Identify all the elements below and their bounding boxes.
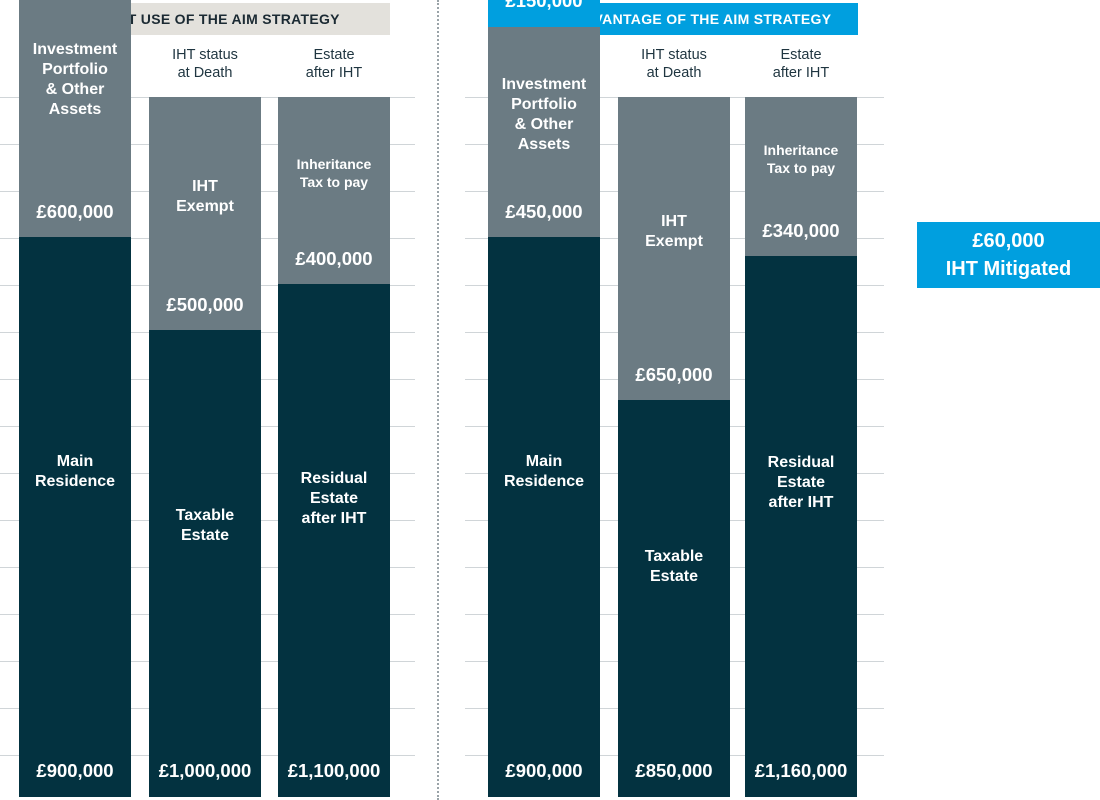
segment-value: £650,000 [635, 364, 713, 386]
without-aim-segment: £1,100,000 Residual Estate after IHT [278, 283, 390, 797]
with-aim-bar: £850,000 Taxable Estate £650,000 IHT Exempt [618, 97, 730, 797]
with-aim-column-label: IHT status at Death [641, 47, 707, 81]
without-aim-segment: £600,000 Investment Portfolio & Other Ass… [19, 0, 131, 237]
segment-label: Investment Portfolio & Other Assets [501, 76, 587, 153]
segment-label: Taxable Estate [175, 507, 235, 545]
callout-label: IHT Mitigated [945, 258, 1072, 280]
segment-label: IHT Exempt [645, 212, 703, 250]
segment-value: £500,000 [166, 294, 244, 316]
segment-value: £1,100,000 [287, 760, 381, 781]
with-aim-segment: £1,160,000 Residual Estate after IHT [745, 255, 857, 797]
segment-label: IHT Exempt [176, 177, 234, 215]
with-aim-bar: £900,000 Main Residence £450,000 Investment… [488, 0, 600, 797]
with-aim-bar: £1,160,000 Residual Estate after IHT £340,… [745, 97, 857, 797]
segment-value: £600,000 [36, 201, 114, 222]
divider [437, 0, 439, 800]
without-aim-bar: £900,000 Main Residence £600,000 Investment… [19, 0, 131, 797]
segment-label: Residual Estate after IHT [767, 454, 835, 512]
segment-value: £400,000 [295, 247, 373, 269]
segment-value: £900,000 [505, 760, 583, 781]
segment-label: Inheritance Tax to pay [763, 142, 839, 177]
segment-label: Main Residence [503, 453, 585, 491]
iht-mitigated-callout: £60,000 IHT Mitigated [917, 222, 1100, 288]
without-aim-segment: £1,000,000 Taxable Estate [149, 330, 261, 797]
with-aim-segment: £340,000 Inheritance Tax to pay [745, 97, 857, 256]
segment-label: Residual Estate after IHT [300, 470, 368, 528]
segment-label: Main Residence [34, 453, 116, 491]
segment-value: £900,000 [36, 760, 114, 781]
with-aim-segment: £150,000AIM Portfolio [488, 0, 600, 27]
callout-amount: £60,000 [972, 230, 1045, 252]
without-aim-column-label: Estate after IHT [305, 47, 363, 81]
with-aim-column-label: Estate after IHT [772, 47, 830, 81]
segment-label: Inheritance Tax to pay [296, 156, 372, 191]
without-aim-column-label: IHT status at Death [172, 47, 238, 81]
without-aim-bar: £1,100,000 Residual Estate after IHT £400,… [278, 97, 390, 797]
segment-value: £1,160,000 [754, 760, 848, 781]
segment-value: £1,000,000 [158, 760, 252, 781]
segment-value: £450,000 [505, 201, 583, 222]
without-aim-segment: £900,000 Main Residence [19, 237, 131, 797]
without-aim-bar: £1,000,000 Taxable Estate £500,000 IHT Exem… [149, 97, 261, 797]
segment-value: £150,000 [505, 0, 583, 11]
without-aim-segment: £500,000 IHT Exempt [149, 97, 261, 331]
without-aim-segment: £400,000 Inheritance Tax to pay [278, 97, 390, 284]
segment-value: £850,000 [635, 760, 713, 781]
with-aim-segment: £900,000 Main Residence [488, 237, 600, 797]
with-aim-segment: £450,000 Investment Portfolio & Other Ass… [488, 27, 600, 237]
segment-value: £340,000 [762, 219, 840, 241]
segment-label: Investment Portfolio & Other Assets [32, 41, 118, 118]
with-aim-segment: £650,000 IHT Exempt [618, 97, 730, 401]
segment-label: Taxable Estate [644, 547, 704, 585]
with-aim-segment: £850,000 Taxable Estate [618, 400, 730, 797]
